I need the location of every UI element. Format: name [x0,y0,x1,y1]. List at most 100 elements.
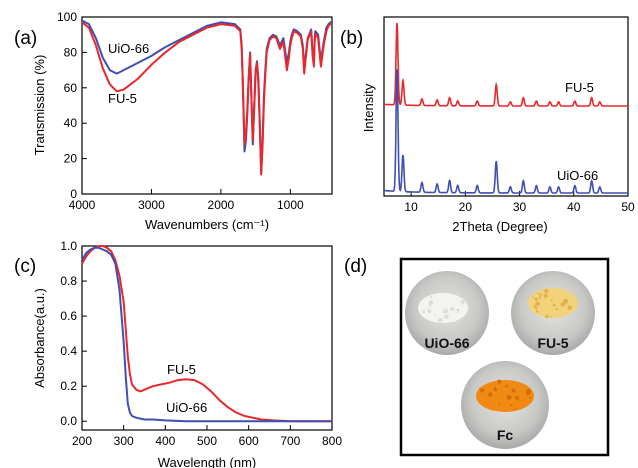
powder-grain [510,381,514,385]
chart-c-xlabel: Wavelength (nm) [158,455,257,468]
powder-grain [437,295,441,299]
powder-grain [510,404,513,407]
powder-grain [535,310,539,313]
powder-grain [487,383,491,387]
powder-grain [511,407,516,412]
powder-grain [436,303,440,307]
y-tick-label: 40 [64,116,78,130]
powder-grain [505,384,508,388]
powder-grain [567,305,572,310]
y-tick-label: 60 [64,81,78,95]
chart-c-uvvis: 200 300 400 500 600 700 8000.00.20.40.60.81.0 … [32,239,342,468]
powder-grain [448,311,452,315]
powder-grain [497,379,502,384]
powder-grain [528,396,531,399]
powder-grain [498,403,500,406]
powder-grain [419,302,425,308]
x-tick-label: 800 [322,434,342,448]
powder-grain [550,292,555,298]
powder-grain [439,321,442,323]
chart-c-ylabel: Absorbance(a.u.) [32,288,47,388]
x-tick-label: 500 [197,434,217,448]
photo-panel: UiO-66 FU-5 Fc [399,257,610,457]
powder-grain [555,308,558,311]
chart-c-label-fu5: FU-5 [167,362,196,377]
series-line-fu5 [384,22,628,107]
powder-grain [428,302,431,305]
x-tick-label: 10 [404,200,418,214]
series-line-uio66 [384,69,628,194]
chart-a-xlabel: Wavenumbers (cm⁻¹) [145,217,269,232]
powder-grain [508,407,511,411]
x-tick-label: 40 [567,200,581,214]
powder-grain [493,387,498,392]
powder-grain [439,312,445,317]
powder-grain [550,302,552,305]
photo-label-fc: Fc [497,427,514,443]
powder-grain [571,294,574,297]
x-tick-label: 30 [513,200,527,214]
series-line-fu5 [81,245,332,423]
powder-grain [428,304,431,307]
powder-grain [503,396,506,400]
powder-grain [551,302,554,304]
series-line-fu5 [81,21,332,176]
powder-fc [476,380,534,412]
y-tick-label: 20 [64,152,78,166]
y-tick-label: 0.8 [60,274,77,288]
powder-grain [488,392,493,397]
panel-label-d: (d) [344,256,367,277]
powder-grain [427,308,429,311]
powder-grain [545,314,549,319]
powder-grain [548,298,551,301]
chart-b-label-fu5: FU-5 [565,80,594,95]
powder-grain [436,306,439,310]
powder-grain [526,388,531,394]
powder-grain [454,310,458,313]
series-line-uio66 [81,246,332,423]
chart-b-xlabel: 2Theta (Degree) [452,219,547,234]
x-tick-label: 200 [72,434,92,448]
x-tick-label: 600 [239,434,259,448]
powder-grain [554,293,556,295]
powder-grain [533,304,537,308]
powder-grain [452,318,456,322]
powder-grain [447,314,449,317]
chart-a-ylabel: Transmission (%) [32,55,47,156]
y-tick-label: 0.6 [60,309,77,323]
powder-grain [477,396,481,400]
x-tick-label: 700 [280,434,300,448]
x-tick-label: 2000 [208,198,235,212]
powder-grain [422,310,425,314]
y-tick-label: 100 [57,10,77,24]
powder-grain [427,309,432,314]
powder-grain [443,319,447,323]
x-tick-label: 3000 [138,198,165,212]
powder-grain [552,303,556,307]
powder-grain [480,388,485,393]
powder-grain [433,313,436,316]
powder-grain [444,301,447,304]
panel-label-a: (a) [14,28,37,49]
powder-grain [534,310,537,313]
y-tick-label: 0.2 [60,379,77,393]
x-tick-label: 300 [114,434,134,448]
powder-grain [536,294,540,298]
powder-grain [555,314,559,318]
panel-label-c: (c) [14,256,36,277]
powder-grain [535,307,538,310]
chart-b-xrd: 10 20 30 40 50 2Theta (Degree) Intensity FU-… [361,16,635,234]
powder-grain [550,299,553,302]
x-tick-label: 1000 [277,198,304,212]
powder-grain [460,300,465,305]
chart-b-ylabel: Intensity [361,83,376,132]
chart-a-frame [81,16,333,195]
powder-grain [514,386,519,391]
chart-a-label-fu5: FU-5 [108,91,137,106]
powder-grain [487,386,491,390]
powder-grain [538,296,542,299]
chart-a-label-uio66: UiO-66 [108,41,149,56]
powder-grain [515,403,518,406]
powder-grain [495,385,499,389]
powder-grain [444,309,447,312]
